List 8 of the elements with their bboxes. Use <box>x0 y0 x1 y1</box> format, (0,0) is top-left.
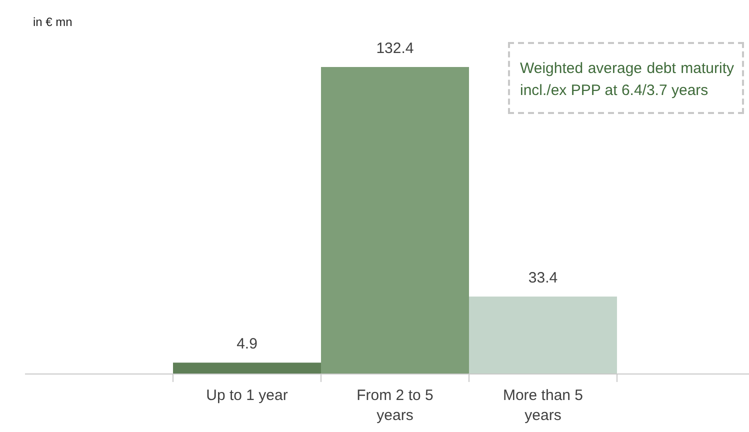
data-label: 132.4 <box>376 40 414 57</box>
text: in € mn <box>33 15 72 29</box>
annotation: Weighted average debt maturity incl./ex PPP at 6.4/3.7 years <box>508 42 744 114</box>
x-tick-label: Up to 1 year <box>206 387 288 404</box>
data-label: 33.4 <box>528 270 558 287</box>
x-tick-label: More than 5 years <box>502 387 584 424</box>
data-label: 4.9 <box>236 336 258 353</box>
x-tick-label: From 2 to 5 years <box>356 387 434 424</box>
